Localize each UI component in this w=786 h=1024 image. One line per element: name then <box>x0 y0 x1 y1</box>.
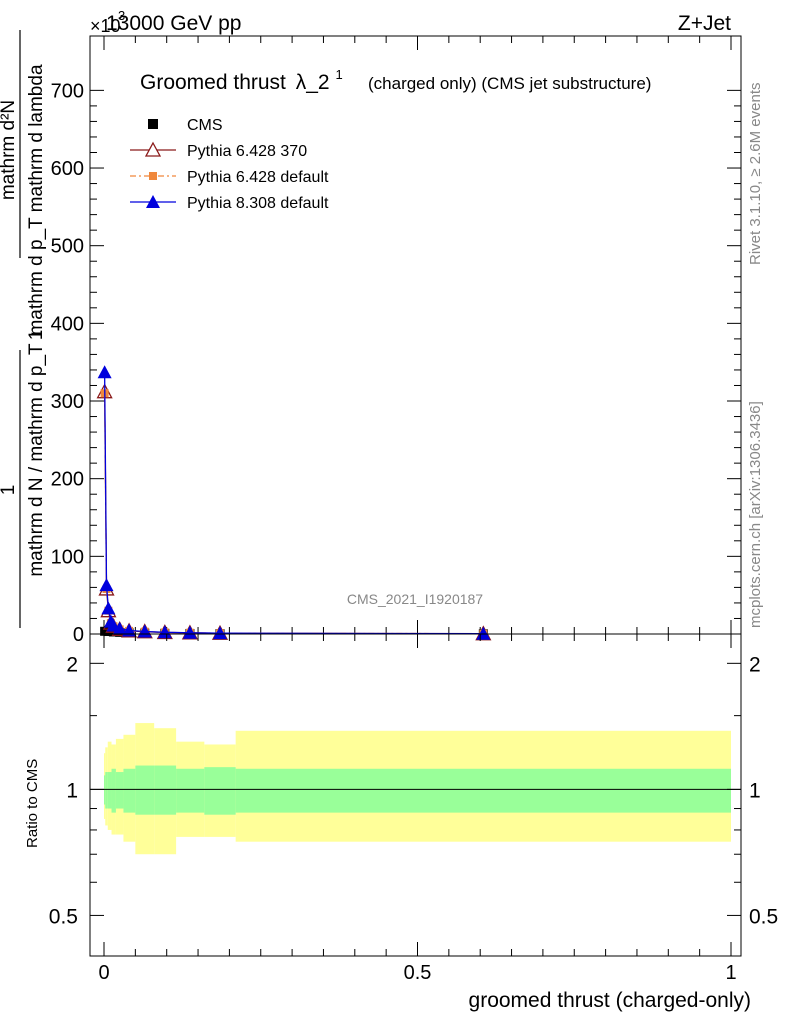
main-y-tick-label: 500 <box>51 236 84 258</box>
stat-uncertainty-band <box>204 767 236 815</box>
rivet-label: Rivet 3.1.10, ≥ 2.6M events <box>747 83 764 266</box>
main-y-tick-label: 400 <box>51 313 84 335</box>
main-y-tick-label: 600 <box>51 158 84 180</box>
x-axis-title: groomed thrust (charged-only) <box>469 989 751 1012</box>
main-y-axis: 0 100 200 300 400 500 600 700 <box>51 80 741 646</box>
data-point <box>122 623 137 637</box>
legend-marker-pythia6-370 <box>144 141 162 157</box>
stat-uncertainty-band <box>104 775 106 805</box>
main-panel: 0 100 200 300 400 500 600 700 Groomed thrust λ_… <box>0 30 742 646</box>
ratio-y-axis: 0.5 0.5 1 1 2 2 <box>49 653 778 928</box>
stat-uncertainty-band <box>235 768 732 813</box>
stat-uncertainty-band <box>107 772 112 809</box>
ratio-bands <box>104 723 732 855</box>
ratio-y-axis-title: Ratio to CMS <box>24 759 41 848</box>
stat-uncertainty-band <box>123 768 136 813</box>
legend-label-pythia6-default: Pythia 6.428 default <box>187 169 329 186</box>
stat-uncertainty-band <box>115 772 124 809</box>
energy-label: 13000 GeV pp <box>106 12 241 35</box>
data-point <box>212 626 227 640</box>
stat-uncertainty-band <box>105 772 108 809</box>
ratio-y-tick-label-right: 2 <box>749 653 761 676</box>
ratio-y-tick-label: 1 <box>66 779 78 802</box>
ratio-x-axis: 0 0.5 1 <box>98 634 737 984</box>
y-title-prefix-num: 1 <box>26 330 47 341</box>
data-point <box>97 365 112 379</box>
y-exponent-label: ×10 <box>90 16 121 36</box>
y-title-prefix-den: mathrm d N / mathrm d p_T <box>26 343 47 577</box>
y-exponent-power: 3 <box>118 8 125 23</box>
chart-subtitle: (charged only) (CMS jet substructure) <box>368 74 651 93</box>
analysis-watermark: CMS_2021_I1920187 <box>347 591 483 607</box>
stat-uncertainty-band <box>135 765 155 815</box>
ratio-y-tick-label: 0.5 <box>49 905 78 928</box>
main-y-axis-title: 1 <box>26 330 47 341</box>
x-tick-label: 0.5 <box>404 962 432 984</box>
legend-entry-pythia6-370: Pythia 6.428 370 <box>130 141 307 160</box>
ratio-y-tick-label-right: 1 <box>749 779 761 802</box>
process-label: Z+Jet <box>678 12 731 35</box>
main-y-tick-label: 100 <box>51 546 84 568</box>
data-point <box>101 601 116 615</box>
stat-uncertainty-band <box>111 768 116 813</box>
chart-title-main: Groomed thrust <box>140 71 286 94</box>
ratio-frame <box>89 633 742 957</box>
main-y-axis-title-parts: 1 mathrm d N / mathrm d p_T mathrm d²N m… <box>0 30 47 628</box>
legend-entry-cms: CMS <box>148 117 223 134</box>
chart-title-sup: 1 <box>335 67 342 82</box>
main-y-tick-label: 300 <box>51 391 84 413</box>
ratio-y-tick-label-right: 0.5 <box>749 905 778 928</box>
legend-label-pythia6-370: Pythia 6.428 370 <box>187 143 307 160</box>
legend-marker-cms <box>148 119 158 129</box>
legend-marker-pythia8-default <box>146 195 160 208</box>
main-y-tick-label: 0 <box>73 624 84 646</box>
legend-entry-pythia6-default: Pythia 6.428 default <box>130 169 329 186</box>
y-title-one: 1 <box>0 485 19 496</box>
legend-label-pythia8-default: Pythia 8.308 default <box>187 195 329 212</box>
x-tick-label: 1 <box>725 962 736 984</box>
data-point <box>182 625 197 639</box>
y-title-numerator: mathrm d²N <box>0 100 19 200</box>
data-point <box>157 625 172 639</box>
ratio-y-tick-label: 2 <box>66 653 78 676</box>
stat-uncertainty-band <box>154 765 177 815</box>
chart-title-lambda: λ_2 <box>296 71 330 94</box>
stat-uncertainty-band <box>176 768 205 813</box>
main-y-tick-label: 700 <box>51 80 84 102</box>
ratio-panel: 0.5 0.51 12 2 0 0.5 1 Ratio to CMS groomed th… <box>24 633 778 1012</box>
chart-title: Groomed thrust λ_2 1 <box>140 67 343 94</box>
y-title-denominator: mathrm d p_T mathrm d lambda <box>26 64 47 335</box>
data-point <box>99 578 114 592</box>
legend-entry-pythia8-default: Pythia 8.308 default <box>130 195 329 212</box>
legend: CMS Pythia 6.428 370 Pythia 6.428 defaul… <box>130 117 329 212</box>
data-point <box>112 621 127 635</box>
main-y-tick-label: 200 <box>51 469 84 491</box>
legend-label-cms: CMS <box>187 117 223 134</box>
x-tick-label: 0 <box>98 962 109 984</box>
mcplots-label: mcplots.cern.ch [arXiv:1306.3436] <box>747 401 764 628</box>
legend-marker-pythia6-default <box>149 172 157 180</box>
